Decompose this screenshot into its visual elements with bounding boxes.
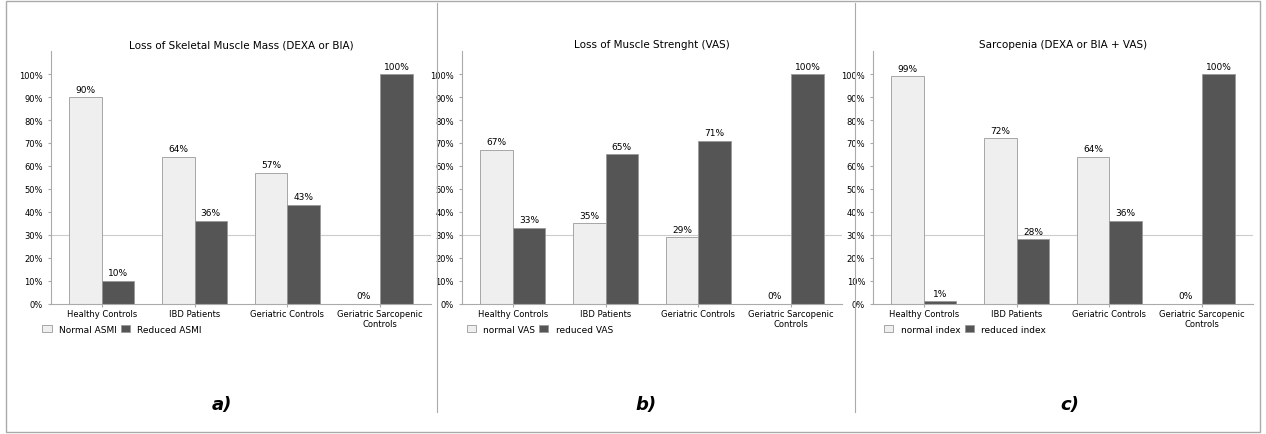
Bar [573,224,605,304]
Legend: normal index, reduced index: normal index, reduced index [885,325,1046,334]
Text: 99%: 99% [898,65,918,74]
Text: 33%: 33% [519,216,539,225]
Legend: normal VAS, reduced VAS: normal VAS, reduced VAS [467,325,613,334]
Bar [70,98,101,304]
Text: 71%: 71% [705,129,724,138]
Text: 1%: 1% [933,289,947,298]
Text: 0%: 0% [767,291,782,300]
Legend: Normal ASMI, Reduced ASMI: Normal ASMI, Reduced ASMI [43,325,201,334]
Text: 100%: 100% [1205,62,1232,72]
Text: 67%: 67% [486,138,506,147]
Bar [254,173,287,304]
Bar [195,221,227,304]
Text: 36%: 36% [201,209,220,218]
Title: Sarcopenia (DEXA or BIA + VAS): Sarcopenia (DEXA or BIA + VAS) [979,40,1147,50]
Bar [1109,221,1142,304]
Text: 65%: 65% [611,143,632,151]
Bar [699,141,730,304]
Bar [605,155,638,304]
Title: Loss of Skeletal Muscle Mass (DEXA or BIA): Loss of Skeletal Muscle Mass (DEXA or BI… [129,40,353,50]
Text: 29%: 29% [672,225,693,234]
Bar [666,237,699,304]
Text: 28%: 28% [1023,227,1043,236]
Text: b): b) [636,395,656,413]
Text: 43%: 43% [294,193,314,202]
Text: 0%: 0% [1179,291,1194,300]
Bar [984,139,1017,304]
Text: 64%: 64% [168,145,189,154]
Text: a): a) [211,395,232,413]
Text: 0%: 0% [357,291,371,300]
Bar [380,75,413,304]
Text: 100%: 100% [795,62,820,72]
Text: 72%: 72% [990,127,1010,135]
Text: 35%: 35% [580,211,599,220]
Bar [480,151,513,304]
Text: 100%: 100% [384,62,409,72]
Title: Loss of Muscle Strenght (VAS): Loss of Muscle Strenght (VAS) [573,40,730,50]
Bar [1017,240,1050,304]
Text: 64%: 64% [1084,145,1103,154]
Bar [513,228,546,304]
Bar [1077,158,1109,304]
Text: c): c) [1061,395,1079,413]
Text: 10%: 10% [108,269,128,277]
Bar [287,205,320,304]
Bar [891,77,924,304]
Bar [101,281,134,304]
Bar [1203,75,1234,304]
Bar [162,158,195,304]
Text: 36%: 36% [1115,209,1136,218]
Bar [791,75,824,304]
Bar [924,302,956,304]
Text: 57%: 57% [261,161,281,170]
Text: 90%: 90% [76,85,95,95]
